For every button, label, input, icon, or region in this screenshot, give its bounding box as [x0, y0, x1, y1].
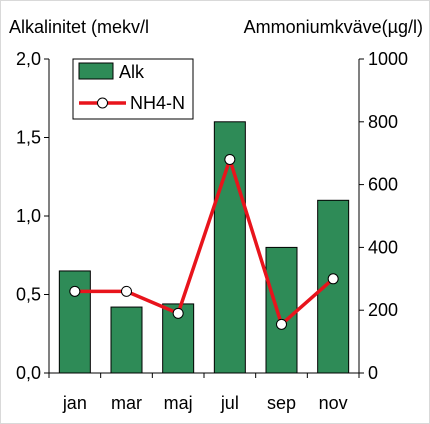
x-tick-label-nov: nov	[319, 393, 348, 413]
y-left-axis-title: Alkalinitet (mekv/l	[9, 17, 149, 37]
point-nh4-n-sep	[276, 318, 287, 330]
point-nh4-n-mar	[121, 285, 132, 297]
y-left-tick-label: 0,5	[16, 285, 41, 305]
legend-marker-nh4-n	[97, 97, 108, 109]
y-right-tick-label: 0	[368, 363, 378, 383]
legend-label-nh4-n: NH4-N	[130, 93, 185, 113]
x-tick-label-mar: mar	[111, 393, 142, 413]
y-right-tick-label: 1000	[368, 49, 408, 69]
bar-alk-jul	[213, 121, 246, 374]
x-tick-label-jan: jan	[62, 393, 87, 413]
point-nh4-n-maj	[172, 307, 184, 319]
y-right-axis-title: Ammoniumkväve(µg/l)	[244, 17, 423, 37]
point-nh4-n-nov	[327, 273, 339, 285]
y-right-tick-label: 400	[368, 237, 398, 257]
y-left-tick-label: 0,0	[16, 363, 41, 383]
plot-area: 0,0 0,5 1,0 1,5 2,0 0 200 400 600 800 1000 jan mar ma…	[16, 49, 408, 413]
legend-swatch-alk	[78, 62, 114, 80]
y-left-tick-label: 1,0	[16, 206, 41, 226]
x-tick-label-jul: jul	[220, 393, 239, 413]
y-right-tick-label: 800	[368, 112, 398, 132]
point-nh4-n-jan	[69, 285, 81, 297]
y-left-tick-label: 1,5	[16, 128, 41, 148]
point-nh4-n-jul	[224, 153, 236, 165]
bar-alk-sep	[265, 246, 298, 374]
bar-alk-mar	[110, 306, 143, 374]
x-tick-label-maj: maj	[164, 393, 193, 413]
legend: Alk NH4-N	[72, 58, 194, 120]
y-left-tick-label: 2,0	[16, 49, 41, 69]
y-right-tick-label: 600	[368, 175, 398, 195]
y-right-tick-label: 200	[368, 300, 398, 320]
legend-label-alk: Alk	[119, 62, 145, 82]
line-nh4-n	[74, 157, 335, 327]
x-tick-label-sep: sep	[267, 393, 296, 413]
bar-alk-nov	[317, 199, 350, 374]
